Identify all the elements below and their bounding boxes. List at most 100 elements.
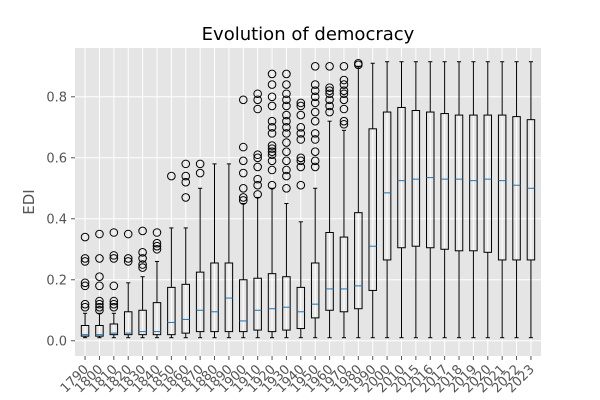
outlier-point: [253, 174, 262, 184]
y-axis-ticks: 0.0 0.2 0.4 0.6 0.8: [46, 90, 75, 349]
outlier-point: [253, 190, 262, 199]
outlier-point: [325, 101, 334, 111]
outlier-point: [238, 156, 248, 166]
box-1990: [368, 62, 377, 339]
outlier-point: [80, 299, 90, 309]
outlier-point: [296, 98, 306, 108]
outlier-point: [138, 263, 147, 272]
outlier-point: [80, 232, 90, 242]
box-1820: [123, 229, 133, 339]
outlier-point: [109, 281, 119, 291]
outlier-point: [267, 141, 277, 150]
iqr-box: [512, 116, 521, 261]
outlier-point: [267, 180, 277, 190]
outlier-point: [253, 89, 262, 99]
outlier-point: [325, 61, 334, 71]
outlier-point: [109, 299, 119, 309]
outlier-point: [282, 89, 291, 99]
outlier-point: [181, 177, 191, 187]
outlier-point: [267, 92, 277, 102]
outlier-point: [310, 162, 320, 172]
outlier-point: [95, 272, 104, 282]
box-1910: [253, 89, 262, 339]
outlier-point: [296, 180, 306, 190]
outlier-point: [80, 257, 90, 266]
outlier-point: [80, 281, 90, 291]
outlier-point: [282, 116, 291, 126]
iqr-box: [210, 262, 219, 333]
outlier-point: [282, 183, 291, 193]
outlier-point: [325, 89, 334, 99]
outlier-point: [339, 116, 349, 126]
outlier-point: [267, 129, 277, 138]
outlier-point: [138, 226, 147, 236]
box-1810: [109, 228, 119, 339]
iqr-box: [253, 277, 262, 331]
outlier-point: [339, 104, 349, 114]
outlier-point: [339, 75, 349, 85]
iqr-box: [267, 273, 277, 333]
box-1870: [195, 159, 205, 339]
box-2021: [497, 61, 507, 339]
outlier-point: [296, 156, 306, 166]
outlier-point: [253, 104, 262, 114]
box-2023: [526, 61, 536, 339]
iqr-box: [152, 302, 162, 336]
outlier-point: [310, 135, 320, 144]
outlier-point: [195, 168, 205, 178]
outlier-point: [267, 101, 277, 111]
outlier-point: [152, 228, 162, 237]
outlier-point: [109, 251, 119, 260]
outlier-point: [95, 302, 104, 312]
outlier-point: [339, 86, 349, 95]
outlier-point: [267, 150, 277, 160]
outlier-point: [80, 302, 90, 312]
outlier-point: [267, 156, 277, 166]
iqr-box: [382, 111, 392, 261]
box-1920: [267, 69, 277, 339]
outlier-point: [138, 260, 147, 269]
outlier-point: [296, 110, 306, 120]
box-1880: [210, 163, 219, 339]
outlier-point: [339, 119, 349, 129]
outlier-point: [109, 302, 119, 312]
outlier-point: [181, 171, 191, 181]
box-series: [80, 58, 536, 339]
outlier-point: [138, 248, 147, 257]
outlier-point: [339, 95, 349, 105]
outlier-point: [267, 122, 277, 132]
iqr-box: [239, 279, 248, 333]
outlier-point: [80, 254, 90, 263]
box-1930: [282, 69, 291, 339]
box-1840: [152, 228, 162, 339]
outlier-point: [354, 58, 363, 68]
outlier-point: [152, 244, 162, 254]
box-1900: [238, 95, 248, 339]
outlier-point: [267, 80, 277, 89]
outlier-point: [296, 162, 306, 172]
y-tick-label: 0.4: [46, 212, 67, 227]
box-1830: [138, 226, 147, 339]
outlier-point: [325, 83, 334, 92]
outlier-point: [267, 116, 277, 126]
outlier-point: [339, 89, 349, 99]
outlier-point: [109, 254, 119, 263]
outlier-point: [253, 95, 262, 105]
iqr-box: [440, 113, 449, 250]
iqr-box: [339, 236, 349, 313]
outlier-point: [310, 129, 320, 138]
box-1790: [80, 232, 90, 339]
outlier-point: [310, 92, 320, 102]
outlier-point: [310, 80, 320, 89]
iqr-box: [195, 271, 205, 333]
outlier-point: [253, 162, 262, 172]
outlier-point: [267, 144, 277, 153]
outlier-point: [123, 257, 133, 266]
outlier-point: [282, 101, 291, 111]
box-1940: [296, 98, 306, 339]
outlier-point: [80, 278, 90, 288]
outlier-point: [325, 95, 334, 105]
outlier-point: [296, 129, 306, 138]
iqr-box: [411, 110, 421, 247]
